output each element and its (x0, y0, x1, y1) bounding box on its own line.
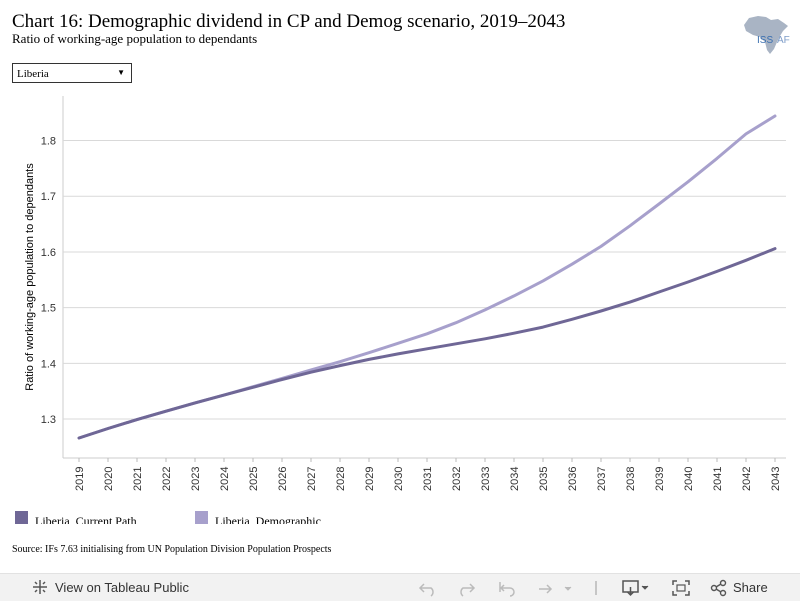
x-tick-label: 2034 (509, 467, 521, 491)
chart-subtitle: Ratio of working-age population to depen… (12, 31, 258, 46)
fullscreen-icon[interactable] (671, 579, 691, 597)
y-axis-label: Ratio of working-age population to depen… (24, 163, 36, 391)
y-tick-label: 1.5 (41, 303, 56, 315)
tableau-toolbar: View on Tableau Public Share (0, 573, 800, 601)
x-tick-label: 2027 (306, 467, 318, 491)
series-line-demographic[interactable] (77, 114, 777, 440)
logo-text-africa: AFRICA (777, 35, 790, 46)
africa-map-icon (744, 16, 788, 54)
x-tick-label: 2029 (364, 467, 376, 491)
legend-item-current-path[interactable]: Liberia, Current Path (15, 508, 185, 524)
share-icon[interactable] (710, 579, 728, 597)
undo-icon[interactable] (418, 579, 438, 597)
country-filter-dropdown[interactable]: Liberia ▼ (12, 63, 132, 83)
x-tick-label: 2025 (248, 467, 260, 491)
x-axis-ticks: 2019 2020 2021 2022 2023 2024 2025 2026 2027 2028… (74, 458, 782, 491)
refresh-icon[interactable] (535, 579, 573, 597)
country-filter-value: Liberia (17, 68, 49, 80)
x-tick-label: 2020 (103, 467, 115, 491)
view-on-tableau-label: View on Tableau Public (55, 579, 189, 595)
x-tick-label: 2026 (277, 467, 289, 491)
source-note: Source: IFs 7.63 initialising from UN Po… (12, 544, 332, 555)
share-button[interactable]: Share (733, 580, 768, 595)
x-tick-label: 2035 (538, 467, 550, 491)
gridlines (62, 96, 786, 459)
y-axis-ticks: 1.3 1.4 1.5 1.6 1.7 1.8 (41, 136, 56, 426)
iss-africa-logo: ISS AFRICA (744, 16, 790, 54)
y-tick-label: 1.4 (41, 358, 56, 370)
x-tick-label: 2031 (422, 467, 434, 491)
x-tick-label: 2022 (161, 467, 173, 491)
x-tick-label: 2037 (596, 467, 608, 491)
logo-text: ISS (757, 35, 773, 46)
redo-icon[interactable] (456, 579, 476, 597)
x-tick-label: 2042 (741, 467, 753, 491)
x-tick-label: 2036 (567, 467, 579, 491)
legend-swatch-current-path (15, 511, 28, 524)
x-tick-label: 2038 (625, 467, 637, 491)
x-tick-label: 2023 (190, 467, 202, 491)
chevron-down-icon: ▼ (117, 68, 125, 77)
chart-title: Chart 16: Demographic dividend in CP and… (12, 11, 566, 32)
x-tick-label: 2021 (132, 467, 144, 491)
y-tick-label: 1.3 (41, 414, 56, 426)
x-tick-label: 2019 (74, 467, 86, 491)
legend-swatch-demographic (195, 511, 208, 524)
revert-icon[interactable] (497, 579, 517, 597)
legend-label-current-path: Liberia, Current Path (35, 514, 137, 524)
y-tick-label: 1.8 (41, 136, 56, 148)
tableau-logo-icon (33, 580, 47, 594)
y-tick-label: 1.6 (41, 247, 56, 259)
line-chart: 1.31.41.51.61.71.8 2019 2020 2021 2022 2023 2… (24, 96, 786, 491)
x-tick-label: 2032 (451, 467, 463, 491)
x-tick-label: 2024 (219, 467, 231, 491)
x-tick-label: 2028 (335, 467, 347, 491)
toolbar-divider (595, 581, 597, 595)
legend-item-demographic[interactable]: Liberia, Demographic (195, 508, 365, 524)
series-lines (77, 114, 777, 440)
x-tick-label: 2033 (480, 467, 492, 491)
x-tick-label: 2040 (683, 467, 695, 491)
download-icon[interactable] (622, 579, 652, 597)
x-tick-label: 2039 (654, 467, 666, 491)
x-tick-label: 2041 (712, 467, 724, 491)
x-tick-label: 2030 (393, 467, 405, 491)
y-tick-label: 1.7 (41, 191, 56, 203)
legend-label-demographic: Liberia, Demographic (215, 514, 321, 524)
series-line-current-path[interactable] (77, 247, 777, 440)
view-on-tableau-link[interactable]: View on Tableau Public (32, 579, 189, 595)
x-tick-label: 2043 (770, 467, 782, 491)
